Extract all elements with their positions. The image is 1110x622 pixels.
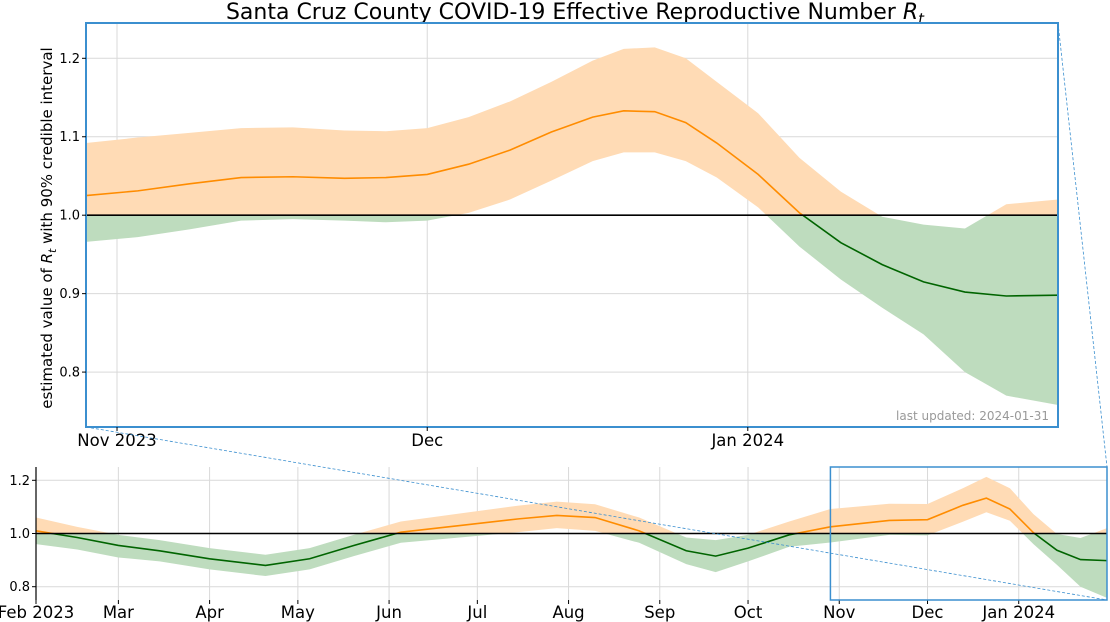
overview-above-region bbox=[36, 476, 1107, 534]
y-axis-label-subscript: t bbox=[46, 248, 59, 253]
overview-rt-line-below bbox=[47, 533, 1107, 567]
zoom-band-below bbox=[86, 215, 1058, 406]
overview-x-tick-label: Sep bbox=[644, 603, 675, 622]
zoom-band-above bbox=[86, 47, 1058, 216]
zoom-x-tick-label: Nov 2023 bbox=[77, 431, 156, 450]
zoom-y-tick-label: 1.1 bbox=[59, 130, 80, 145]
zoom-chart: 0.8 0.9 1.0 1.1 1.2 Nov 2023 Dec Jan 2024 bbox=[59, 22, 1059, 450]
overview-x-tick-label: Apr bbox=[195, 603, 224, 622]
overview-y-tick-label: 1.0 bbox=[9, 527, 30, 542]
zoom-connectors bbox=[85, 22, 1108, 601]
overview-chart: 0.8 1.0 1.2 Feb 2023 Mar Apr May Jun Jul Aug Sep Oc… bbox=[0, 466, 1108, 622]
y-axis-label: estimated value of Rt with 90% credible … bbox=[38, 47, 59, 408]
y-axis-label-suffix: with 90% credible interval bbox=[38, 47, 56, 248]
overview-x-tick-label: Dec bbox=[912, 603, 944, 622]
chart-title-symbol: R bbox=[903, 0, 918, 25]
zoom-y-tick-label: 0.9 bbox=[59, 287, 80, 302]
overview-below-region bbox=[36, 533, 1107, 598]
overview-x-tick-label: Jan 2024 bbox=[981, 603, 1055, 622]
connector-right bbox=[1057, 22, 1108, 468]
chart-title: Santa Cruz County COVID-19 Effective Rep… bbox=[226, 0, 925, 28]
zoom-frame bbox=[85, 22, 1059, 428]
zoom-x-tick-label: Jan 2024 bbox=[710, 431, 784, 450]
zoom-rt-line-above bbox=[86, 110, 805, 216]
zoom-window-box bbox=[829, 466, 1108, 601]
overview-x-tick-label: Aug bbox=[552, 603, 584, 622]
overview-x-tick-label: Mar bbox=[103, 603, 134, 622]
last-updated-note: last updated: 2024-01-31 bbox=[896, 409, 1049, 423]
overview-x-tick-label: Oct bbox=[734, 603, 763, 622]
connector-left bbox=[85, 426, 1108, 601]
overview-y-tick-label: 0.8 bbox=[9, 580, 30, 595]
zoom-above-region bbox=[86, 47, 1058, 216]
chart-title-subscript: t bbox=[918, 10, 925, 28]
overview-x-tick-label: May bbox=[281, 603, 315, 622]
overview-band-below bbox=[36, 533, 1107, 598]
y-axis-label-symbol: R bbox=[38, 253, 56, 263]
y-axis-label-prefix: estimated value of bbox=[38, 263, 56, 408]
zoom-x-tick-label: Dec bbox=[411, 431, 443, 450]
overview-band-above bbox=[36, 476, 1107, 534]
zoom-below-region bbox=[86, 215, 1058, 406]
overview-rt-line-above bbox=[36, 497, 1036, 534]
chart-title-text: Santa Cruz County COVID-19 Effective Rep… bbox=[226, 0, 903, 25]
zoom-rt-line-below bbox=[801, 215, 1058, 297]
overview-x-tick-label: Nov bbox=[823, 603, 855, 622]
zoom-y-tick-label: 1.2 bbox=[59, 52, 80, 67]
overview-x-tick-label: Jul bbox=[466, 603, 487, 622]
overview-y-tick-label: 1.2 bbox=[9, 474, 30, 489]
zoom-y-tick-label: 0.8 bbox=[59, 366, 80, 381]
zoom-plot-area bbox=[86, 47, 1058, 406]
overview-plot-area bbox=[36, 476, 1107, 598]
overview-x-tick-label: Feb 2023 bbox=[0, 603, 74, 622]
overview-x-tick-label: Jun bbox=[375, 603, 402, 622]
zoom-y-tick-label: 1.0 bbox=[59, 209, 80, 224]
